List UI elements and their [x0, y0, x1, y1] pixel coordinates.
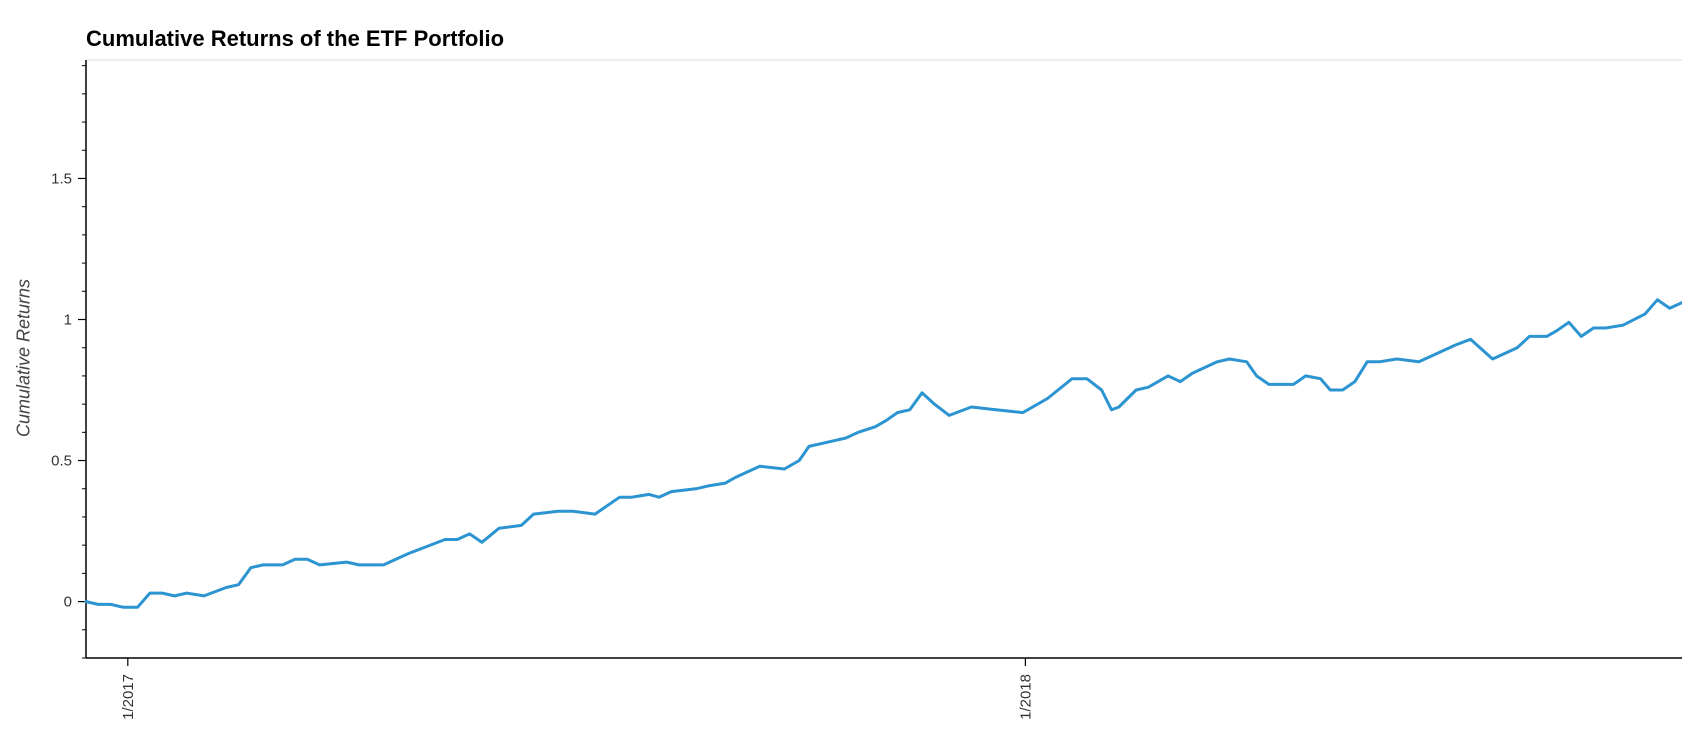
- x-tick-label: 1/2018: [1017, 674, 1034, 720]
- series-line-0: [84, 298, 1682, 609]
- chart-title: Cumulative Returns of the ETF Portfolio: [86, 26, 505, 51]
- y-tick-label: 1.5: [51, 170, 72, 187]
- x-tick-label: 1/2017: [120, 674, 137, 720]
- y-tick-label: 0.5: [51, 453, 72, 470]
- y-tick-label: 0: [64, 594, 72, 611]
- y-tick-label: 1: [64, 312, 72, 329]
